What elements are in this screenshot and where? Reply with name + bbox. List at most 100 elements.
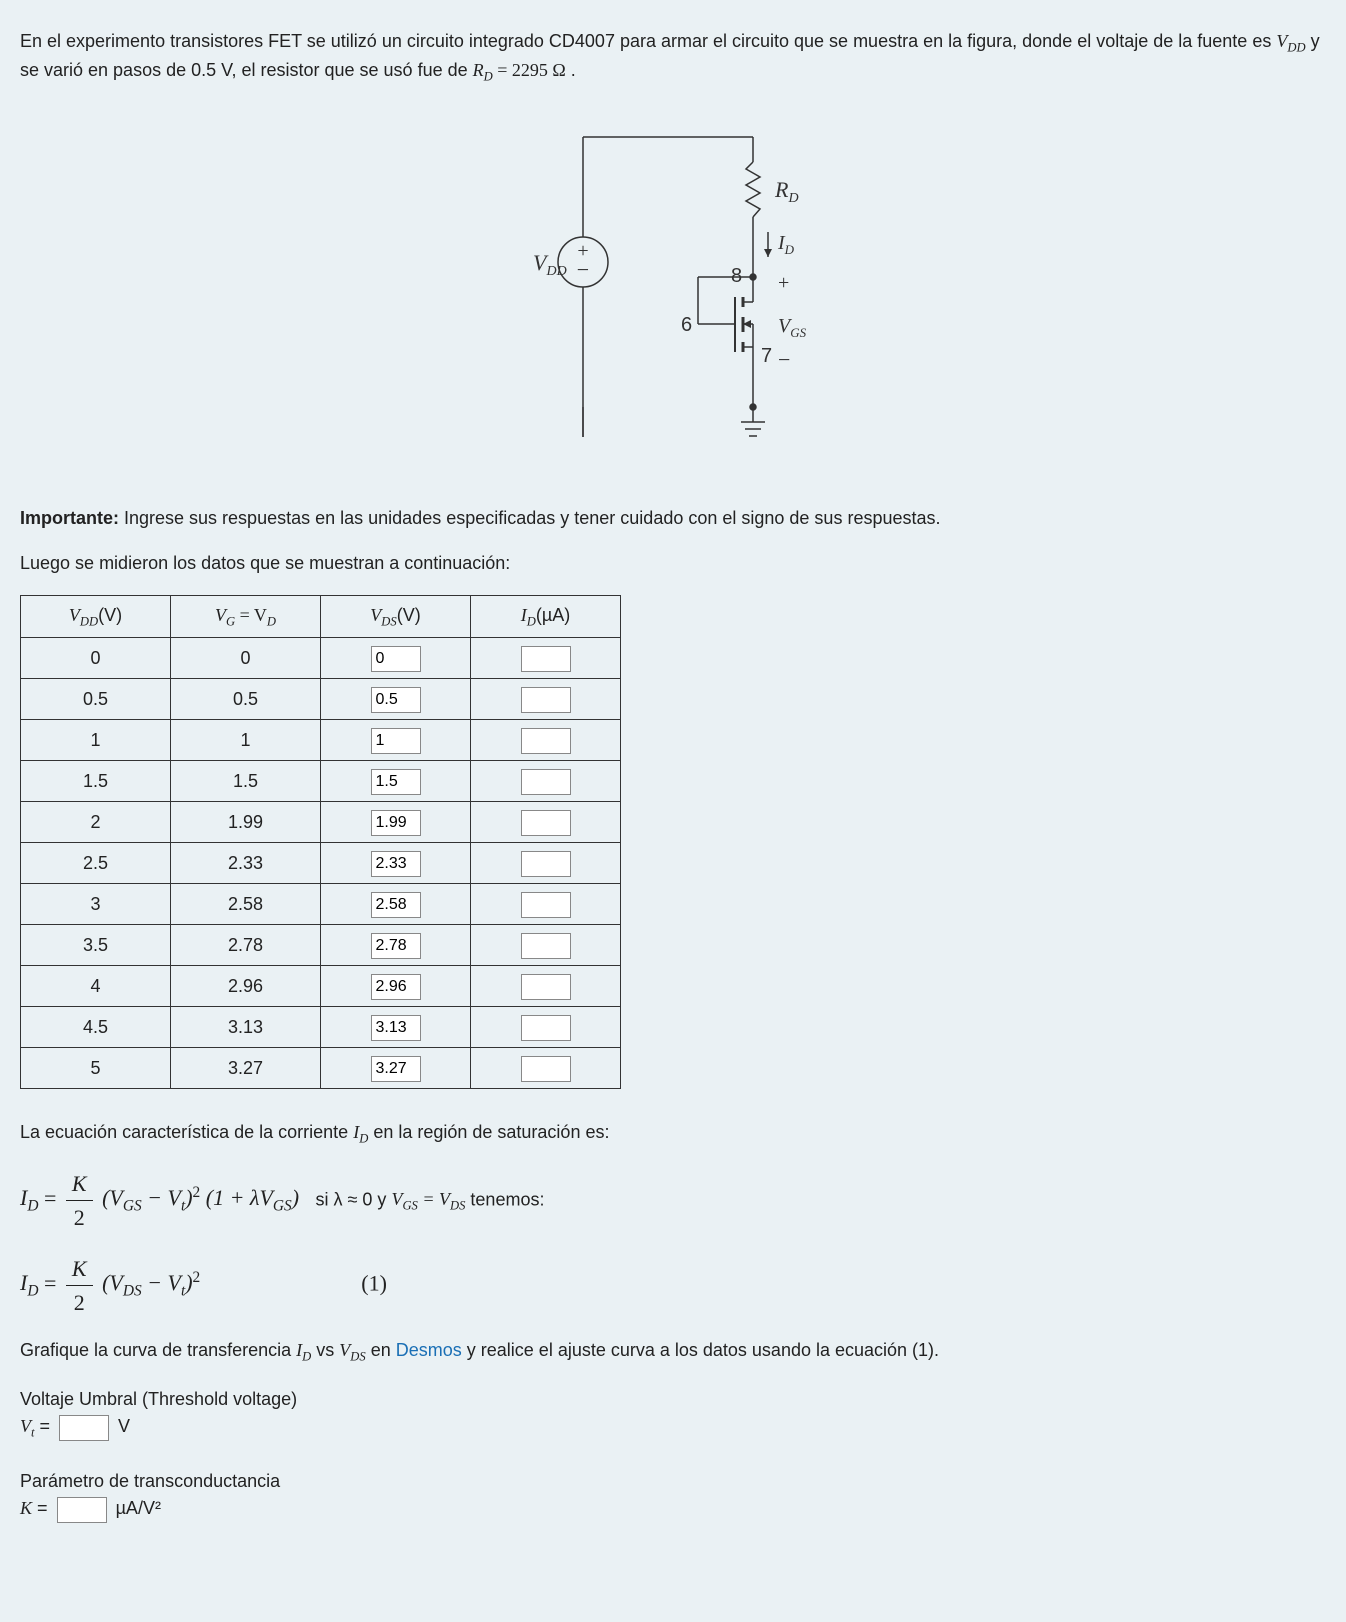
cell-vg: 3.13: [171, 1007, 321, 1048]
cell-vds: [321, 1048, 471, 1089]
svg-text:VGS: VGS: [778, 315, 807, 340]
id-input[interactable]: [521, 769, 571, 795]
cell-vdd: 1.5: [21, 761, 171, 802]
vds-input[interactable]: [371, 1015, 421, 1041]
cell-vg: 2.78: [171, 925, 321, 966]
vds-input[interactable]: [371, 687, 421, 713]
cell-vds: [321, 925, 471, 966]
id-input[interactable]: [521, 974, 571, 1000]
cell-id: [471, 802, 621, 843]
vds-input[interactable]: [371, 1056, 421, 1082]
cell-vds: [321, 1007, 471, 1048]
vds-input[interactable]: [371, 810, 421, 836]
cell-vdd: 4.5: [21, 1007, 171, 1048]
table-intro: Luego se midieron los datos que se muest…: [20, 550, 1326, 577]
table-row: 2.52.33: [21, 843, 621, 884]
cell-id: [471, 638, 621, 679]
cell-vdd: 2.5: [21, 843, 171, 884]
vds-input[interactable]: [371, 892, 421, 918]
table-row: 11: [21, 720, 621, 761]
cell-vds: [321, 679, 471, 720]
cell-id: [471, 925, 621, 966]
vds-input[interactable]: [371, 974, 421, 1000]
cell-vdd: 3: [21, 884, 171, 925]
cell-vds: [321, 884, 471, 925]
cell-id: [471, 679, 621, 720]
circuit-diagram: + − VDD RD ID 8 + 6: [20, 107, 1326, 475]
svg-text:6: 6: [681, 314, 692, 336]
vds-input[interactable]: [371, 728, 421, 754]
vds-input[interactable]: [371, 851, 421, 877]
cell-vds: [321, 966, 471, 1007]
cell-vg: 2.96: [171, 966, 321, 1007]
cell-id: [471, 761, 621, 802]
cell-vds: [321, 802, 471, 843]
cell-vdd: 3.5: [21, 925, 171, 966]
svg-text:−: −: [778, 347, 790, 372]
cell-vg: 3.27: [171, 1048, 321, 1089]
k-input[interactable]: [57, 1497, 107, 1523]
col-vdd: VDD(V): [21, 595, 171, 637]
cell-vds: [321, 843, 471, 884]
table-row: 53.27: [21, 1048, 621, 1089]
cell-id: [471, 884, 621, 925]
id-input[interactable]: [521, 1056, 571, 1082]
eq-intro: La ecuación característica de la corrien…: [20, 1119, 1326, 1148]
cell-vg: 0.5: [171, 679, 321, 720]
plot-instruction: Grafique la curva de transferencia ID vs…: [20, 1337, 1326, 1366]
vt-label: Voltaje Umbral (Threshold voltage): [20, 1386, 1326, 1413]
id-input[interactable]: [521, 892, 571, 918]
cell-id: [471, 843, 621, 884]
cell-vg: 1.5: [171, 761, 321, 802]
svg-text:+: +: [778, 272, 789, 294]
id-input[interactable]: [521, 810, 571, 836]
cell-id: [471, 966, 621, 1007]
equation-1-full: ID = K2 (VGS − Vt)2 (1 + λVGS) si λ ≈ 0 …: [20, 1167, 1326, 1234]
table-row: 0.50.5: [21, 679, 621, 720]
intro-paragraph: En el experimento transistores FET se ut…: [20, 28, 1326, 87]
data-table: VDD(V) VG = VD VDS(V) ID(µA) 000.50.5111…: [20, 595, 621, 1089]
cell-id: [471, 1007, 621, 1048]
k-input-row: K = µA/V²: [20, 1495, 1326, 1523]
id-input[interactable]: [521, 687, 571, 713]
cell-vds: [321, 761, 471, 802]
cell-vdd: 2: [21, 802, 171, 843]
cell-vdd: 1: [21, 720, 171, 761]
table-row: 3.52.78: [21, 925, 621, 966]
id-input[interactable]: [521, 851, 571, 877]
col-vds: VDS(V): [321, 595, 471, 637]
table-row: 32.58: [21, 884, 621, 925]
vds-input[interactable]: [371, 933, 421, 959]
intro-text-a: En el experimento transistores FET se ut…: [20, 31, 1276, 51]
vds-input[interactable]: [371, 769, 421, 795]
col-id: ID(µA): [471, 595, 621, 637]
id-input[interactable]: [521, 728, 571, 754]
vt-input[interactable]: [59, 1415, 109, 1441]
vds-input[interactable]: [371, 646, 421, 672]
svg-text:RD: RD: [774, 177, 799, 206]
table-row: 21.99: [21, 802, 621, 843]
svg-text:8: 8: [731, 265, 742, 287]
table-row: 00: [21, 638, 621, 679]
svg-text:ID: ID: [777, 232, 795, 257]
important-note: Importante: Ingrese sus respuestas en la…: [20, 505, 1326, 532]
cell-vg: 1.99: [171, 802, 321, 843]
cell-id: [471, 1048, 621, 1089]
svg-text:VDD: VDD: [533, 250, 567, 279]
table-row: 1.51.5: [21, 761, 621, 802]
id-input[interactable]: [521, 646, 571, 672]
col-vg: VG = VD: [171, 595, 321, 637]
desmos-link[interactable]: Desmos: [396, 1340, 462, 1360]
id-input[interactable]: [521, 1015, 571, 1041]
k-label: Parámetro de transconductancia: [20, 1468, 1326, 1495]
cell-vg: 1: [171, 720, 321, 761]
cell-vdd: 5: [21, 1048, 171, 1089]
equation-1: ID = K2 (VDS − Vt)2 (1): [20, 1252, 1326, 1319]
cell-vds: [321, 720, 471, 761]
cell-vdd: 0: [21, 638, 171, 679]
vt-input-row: Vt = V: [20, 1413, 1326, 1442]
cell-vdd: 4: [21, 966, 171, 1007]
intro-text-c: .: [571, 60, 576, 80]
id-input[interactable]: [521, 933, 571, 959]
table-row: 42.96: [21, 966, 621, 1007]
